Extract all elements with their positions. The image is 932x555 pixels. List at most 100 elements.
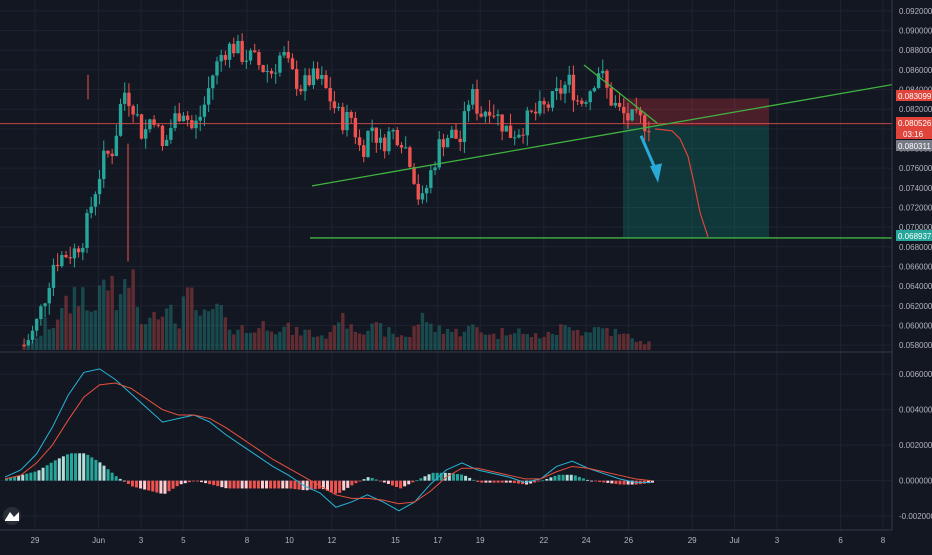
volume-bar xyxy=(89,311,93,350)
candle-body xyxy=(206,88,211,105)
volume-bar xyxy=(223,317,228,350)
macd-histogram-bar xyxy=(313,480,317,490)
candle-body xyxy=(575,100,580,102)
macd-histogram-bar xyxy=(533,480,537,483)
volume-bar xyxy=(51,327,56,350)
candle-body xyxy=(554,88,559,92)
macd-histogram-bar xyxy=(362,479,366,481)
macd-histogram-bar xyxy=(561,474,565,481)
tradingview-logo-icon[interactable] xyxy=(3,507,21,525)
price-tick-label: 0.070000 xyxy=(899,223,932,232)
macd-histogram-bar xyxy=(98,462,102,481)
candle-body xyxy=(378,137,383,143)
macd-histogram-bar xyxy=(390,480,394,486)
candle-body xyxy=(164,139,169,146)
candle-body xyxy=(529,110,534,112)
volume-bar xyxy=(55,319,60,350)
candle-body xyxy=(68,257,72,259)
volume-bar xyxy=(215,303,219,350)
macd-histogram-bar xyxy=(78,453,82,481)
macd-histogram-bar xyxy=(57,458,61,481)
candle-body xyxy=(626,113,630,121)
candle-body xyxy=(483,111,488,117)
volume-bar xyxy=(211,308,215,350)
candle-body xyxy=(332,101,337,109)
candles xyxy=(22,33,651,347)
macd-histogram-bar xyxy=(86,454,90,481)
candle-body xyxy=(72,248,77,259)
macd-histogram-bar xyxy=(17,475,21,481)
price-tick-label: 0.076000 xyxy=(899,164,932,173)
volume-bar xyxy=(43,317,47,350)
macd-histogram-bar xyxy=(447,473,451,481)
macd-histogram-bar xyxy=(427,474,431,481)
macd-histogram-bar xyxy=(126,480,130,484)
candle-body xyxy=(202,104,207,117)
volume-bar xyxy=(584,332,588,350)
candle-body xyxy=(450,129,454,139)
volume-bar xyxy=(85,310,89,350)
macd-histogram-bar xyxy=(358,480,362,482)
volume-bar xyxy=(513,333,517,350)
volume-bar xyxy=(315,336,320,350)
candle-body xyxy=(336,106,341,109)
candle-body xyxy=(43,303,47,307)
volume-bar xyxy=(387,327,391,350)
volume-bar xyxy=(148,317,152,350)
candle-body xyxy=(131,106,135,115)
candle-body xyxy=(437,139,441,168)
macd-histogram-bar xyxy=(289,480,293,489)
macd-histogram-bar xyxy=(252,480,256,489)
volume-bar xyxy=(500,328,504,350)
volume-bar xyxy=(269,331,274,350)
candle-body xyxy=(420,193,425,200)
volume-bar xyxy=(567,327,571,350)
macd-histogram-bar xyxy=(614,480,618,484)
macd-histogram-bar xyxy=(435,472,439,481)
volume-bar xyxy=(177,328,181,350)
macd-histogram-bar xyxy=(305,480,309,491)
candle-body xyxy=(51,264,56,288)
macd-pane xyxy=(4,368,654,512)
macd-histogram-bar xyxy=(370,477,374,481)
candle-body xyxy=(567,74,571,85)
volume-bar xyxy=(152,311,156,350)
macd-histogram-bar xyxy=(13,476,17,481)
candle-body xyxy=(248,50,253,61)
position-zones xyxy=(623,98,769,238)
volume-bar xyxy=(265,330,270,350)
volume-bar xyxy=(278,331,282,350)
macd-histogram-bar xyxy=(200,480,204,483)
price-tick-label: 0.068000 xyxy=(899,243,932,252)
candle-body xyxy=(106,150,110,154)
price-tick-label: 0.072000 xyxy=(899,203,932,212)
signal-line xyxy=(4,382,652,505)
candle-body xyxy=(408,147,412,167)
volume-bar xyxy=(592,327,597,350)
volume-bar xyxy=(261,321,265,350)
macd-histogram-bar xyxy=(179,480,183,485)
volume-bar xyxy=(550,333,555,350)
volume-bar xyxy=(114,310,119,350)
candle-body xyxy=(152,119,156,125)
macd-tick-label: -0.002000 xyxy=(899,512,932,521)
candle-body xyxy=(441,139,446,148)
candle-body xyxy=(387,131,391,152)
macd-histogram-bar xyxy=(82,453,86,481)
volume-bar xyxy=(227,329,232,350)
macd-histogram-bar xyxy=(460,474,464,481)
candle-body xyxy=(194,120,198,129)
volume-bar xyxy=(479,332,483,350)
price-tick-label: 0.088000 xyxy=(899,46,932,55)
volume-bar xyxy=(303,329,307,350)
candle-body xyxy=(257,52,261,66)
macd-histogram-bar xyxy=(208,480,212,485)
macd-histogram-bar xyxy=(135,480,139,488)
volume-bar xyxy=(106,290,110,350)
volume-bar xyxy=(190,287,194,350)
volume-bar xyxy=(378,323,383,350)
macd-histogram-bar xyxy=(557,474,561,481)
macd-histogram-bar xyxy=(277,480,281,489)
macd-histogram-bar xyxy=(260,480,264,489)
